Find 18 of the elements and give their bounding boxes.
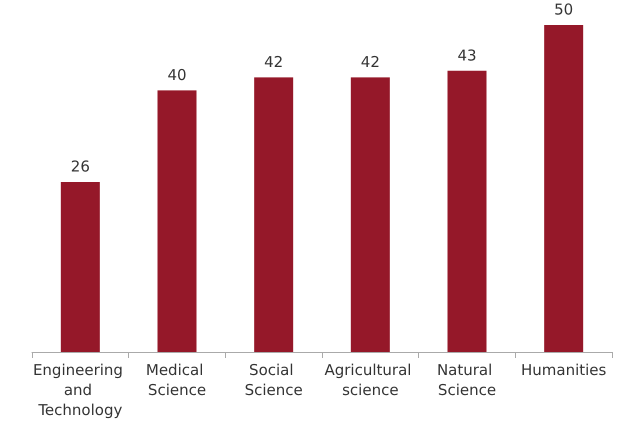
x-tick-label: Medical Science xyxy=(146,361,208,399)
x-tick-label: Engineering and Technology xyxy=(32,361,128,419)
data-label: 40 xyxy=(167,66,187,84)
x-tick-label: Social Science xyxy=(244,361,303,399)
x-tick-label: Natural Science xyxy=(436,361,498,399)
data-label: 26 xyxy=(70,157,90,176)
bar xyxy=(448,70,486,352)
data-label: 50 xyxy=(554,0,574,18)
data-label: 43 xyxy=(457,46,477,64)
bar xyxy=(158,90,196,352)
bar xyxy=(60,182,100,352)
x-tick-label: Agricultural science xyxy=(324,361,416,399)
data-label: 42 xyxy=(264,52,284,71)
bar xyxy=(254,77,294,352)
bar xyxy=(350,77,390,352)
data-label: 42 xyxy=(360,52,380,71)
bar xyxy=(544,25,584,352)
x-tick-label: Humanities xyxy=(520,361,607,379)
